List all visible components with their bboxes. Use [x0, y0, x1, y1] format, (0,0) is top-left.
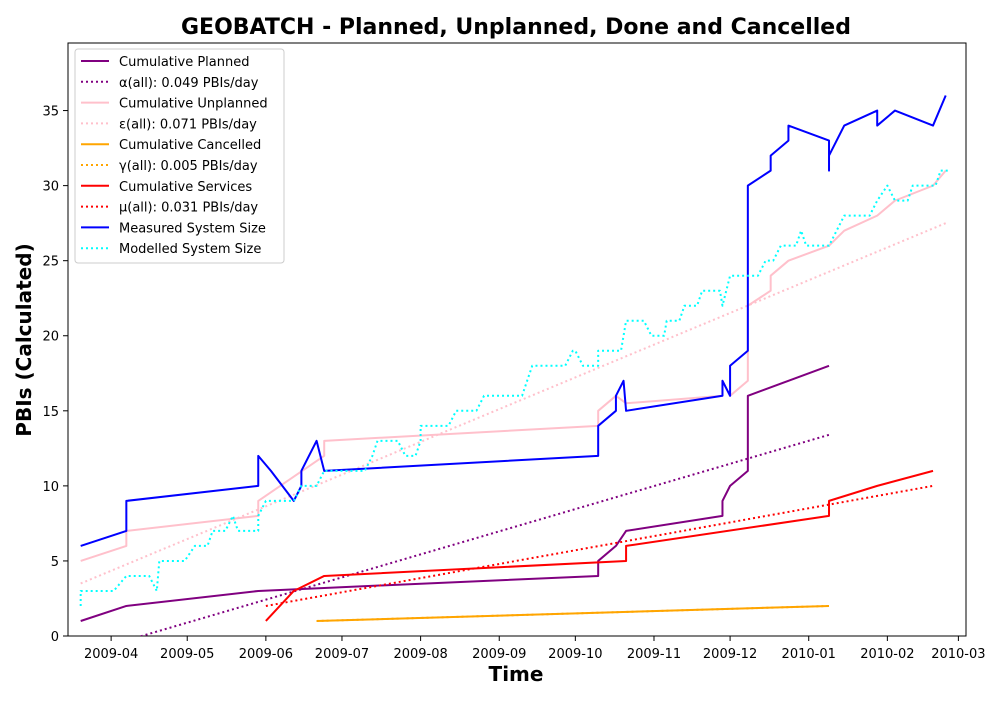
- legend-label: Measured System Size: [119, 221, 266, 236]
- series-line-8: [80, 95, 947, 547]
- series-layer: [79, 95, 949, 636]
- plot-frame: [67, 42, 967, 637]
- series-line-9: [79, 169, 949, 606]
- chart-title: GEOBATCH - Planned, Unplanned, Done and …: [181, 15, 851, 40]
- y-tick-label: 0: [51, 630, 59, 645]
- x-tick-label: 2009-09: [472, 647, 526, 662]
- legend-label: Cumulative Services: [119, 180, 252, 195]
- x-tick-label: 2009-07: [315, 647, 369, 662]
- x-tick-label: 2009-06: [239, 647, 293, 662]
- legend-label: Modelled System Size: [119, 242, 261, 257]
- y-tick-label: 15: [42, 405, 59, 420]
- series-line-3: [80, 222, 947, 585]
- legend-label: α(all): 0.049 PBIs/day: [119, 76, 259, 91]
- y-axis: 0 5 10 15 20 25 30 35: [42, 105, 68, 645]
- y-tick-label: 10: [42, 480, 59, 495]
- x-tick-label: 2009-08: [393, 647, 447, 662]
- legend-label: γ(all): 0.005 PBIs/day: [119, 159, 258, 174]
- legend-label: Cumulative Planned: [119, 55, 249, 70]
- x-tick-label: 2009-10: [548, 647, 602, 662]
- y-axis-label: PBIs (Calculated): [12, 243, 36, 436]
- x-tick-label: 2009-05: [160, 647, 214, 662]
- legend-label: ε(all): 0.071 PBIs/day: [119, 117, 257, 132]
- y-tick-label: 5: [51, 555, 59, 570]
- series-line-1: [138, 433, 830, 636]
- y-tick-label: 30: [42, 180, 59, 195]
- x-tick-label: 2009-04: [84, 647, 138, 662]
- series-line-5: [316, 604, 830, 622]
- series-line-7: [265, 484, 934, 607]
- legend-box: [74, 48, 285, 264]
- x-tick-label: 2010-02: [860, 647, 914, 662]
- x-tick-label: 2010-01: [782, 647, 836, 662]
- series-line-6: [265, 469, 934, 622]
- series-line-0: [80, 364, 830, 622]
- legend-label: μ(all): 0.031 PBIs/day: [119, 201, 258, 216]
- legend-label: Cumulative Unplanned: [119, 97, 268, 112]
- x-axis: 2009-04 2009-05 2009-06 2009-07 2009-08 2009-…: [84, 636, 986, 662]
- x-axis-label: Time: [489, 662, 544, 686]
- y-tick-label: 25: [42, 255, 59, 270]
- y-tick-label: 20: [42, 330, 59, 345]
- x-tick-label: 2010-03: [931, 647, 985, 662]
- x-tick-label: 2009-12: [703, 647, 757, 662]
- legend-label: Cumulative Cancelled: [119, 138, 261, 153]
- y-tick-label: 35: [42, 105, 59, 120]
- legend: Cumulative Planned α(all): 0.049 PBIs/day…: [74, 48, 285, 264]
- x-tick-label: 2009-11: [627, 647, 681, 662]
